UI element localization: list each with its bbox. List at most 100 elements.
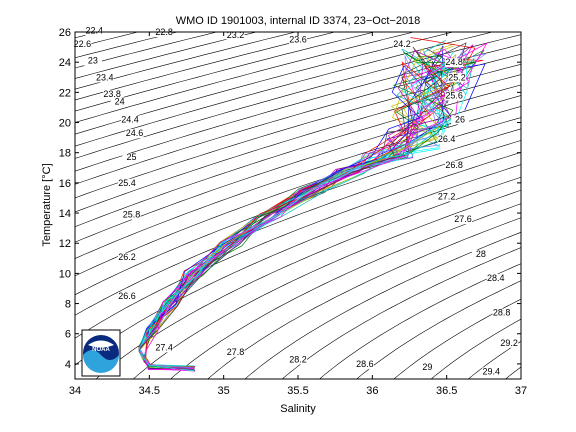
isopycnal-label: 29.4 xyxy=(483,366,501,376)
profile-line xyxy=(144,53,487,369)
y-tick-label: 4 xyxy=(65,359,71,371)
isopycnal-line xyxy=(534,17,576,387)
isopycnal-line xyxy=(75,74,521,213)
isopycnal-label: 23.2 xyxy=(227,30,245,40)
profile-line xyxy=(138,45,466,368)
isopycnal-label: 24.6 xyxy=(126,128,144,138)
y-tick-label: 18 xyxy=(59,148,71,160)
isopycnal-line xyxy=(132,189,521,379)
isopycnal-label-bg xyxy=(226,31,245,41)
profile-line xyxy=(144,48,438,372)
y-tick-label: 26 xyxy=(59,27,71,39)
isopycnal-line xyxy=(75,164,521,366)
isopycnal-label-bg xyxy=(500,338,519,348)
y-tick-label: 24 xyxy=(59,57,71,69)
isopycnal-line xyxy=(244,231,521,379)
isopycnal-label-bg xyxy=(448,73,467,83)
isopycnal-line xyxy=(75,32,376,112)
isopycnal-label-bg xyxy=(437,135,456,145)
isopycnal-label-bg xyxy=(486,273,505,283)
x-tick-label: 35 xyxy=(218,385,230,397)
y-axis: 4 6 8 10 12 14 16 18 20 22 24 26 xyxy=(59,27,521,371)
isopycnal-label-bg xyxy=(445,58,464,68)
isopycnal-label-bg xyxy=(155,28,174,38)
isopycnal-label: 29 xyxy=(422,362,432,372)
isopycnal-label-bg xyxy=(110,97,129,107)
x-tick-label: 36 xyxy=(366,385,378,397)
isopycnal-label: 26.4 xyxy=(438,134,456,144)
y-tick-label: 12 xyxy=(59,238,71,250)
isopycnal-line xyxy=(95,176,521,379)
x-axis-label: Salinity xyxy=(280,403,316,415)
isopycnal-line xyxy=(75,152,521,339)
isopycnal-label: 24.8 xyxy=(445,57,463,67)
y-tick-label: 22 xyxy=(59,87,71,99)
y-tick-label: 14 xyxy=(59,208,71,220)
isopycnal-label-bg xyxy=(121,115,140,125)
isopycnal-label-bg xyxy=(445,160,464,170)
isopycnal-line xyxy=(393,298,521,379)
x-tick-label: 36.5 xyxy=(436,385,457,397)
isopycnal-line xyxy=(75,84,521,228)
isopycnal-label: 25 xyxy=(126,152,136,162)
isopycnal-line xyxy=(207,217,521,379)
isopycnal-label-bg xyxy=(85,26,104,36)
profile-line xyxy=(138,62,447,372)
isopycnal-label: 28.2 xyxy=(289,354,307,364)
isopycnal-label-bg xyxy=(155,343,174,353)
isopycnal-label-bg xyxy=(289,35,307,45)
profile-lines xyxy=(138,37,488,372)
isopycnal-label-bg xyxy=(289,355,307,365)
isopycnal-label-bg xyxy=(83,56,102,66)
isopycnal-line xyxy=(75,32,494,147)
isopycnal-line xyxy=(430,318,521,379)
isopycnal-line xyxy=(75,32,337,101)
isopycnal-label: 27.6 xyxy=(454,214,472,224)
isopycnal-label-bg xyxy=(418,362,437,372)
y-tick-label: 8 xyxy=(65,299,71,311)
isopycnal-label-bg xyxy=(471,249,490,259)
x-tick-label: 34 xyxy=(69,385,81,397)
y-axis-label: Temperature [°C] xyxy=(41,163,53,246)
x-tick-label: 35.5 xyxy=(287,385,308,397)
isopycnal-label-bg xyxy=(103,89,122,99)
isopycnal-label: 29.2 xyxy=(500,338,518,348)
isopycnal-label: 25.4 xyxy=(118,178,136,188)
isopycnal-line xyxy=(0,17,3,387)
x-axis: 34 34.5 35 35.5 36 36.5 37 xyxy=(69,32,527,397)
profile-line xyxy=(138,64,464,372)
isopycnal-label: 28.8 xyxy=(493,308,511,318)
isopycnal-label-bg xyxy=(437,192,456,202)
isopycnal-line xyxy=(75,32,455,135)
profile-line xyxy=(138,55,443,370)
isopycnal-label-bg xyxy=(393,40,412,50)
isopycnal-label-bg xyxy=(118,252,137,262)
profile-line xyxy=(138,50,460,369)
noaa-logo: NOAA xyxy=(81,329,121,377)
isopycnal-label: 26 xyxy=(455,115,465,125)
profile-line xyxy=(143,65,452,367)
profile-line xyxy=(144,42,488,370)
isopycnal-line xyxy=(467,340,521,379)
isopycnal-line xyxy=(75,53,521,185)
isopycnal-line xyxy=(75,117,521,277)
profile-line xyxy=(138,44,474,369)
isopycnal-label-bg xyxy=(95,73,114,83)
isopycnal-label-bg xyxy=(118,178,137,188)
isopycnal-label-bg xyxy=(482,367,501,377)
isopycnal-line xyxy=(75,95,521,243)
isopycnal-label: 22.6 xyxy=(74,39,92,49)
isopycnal-line xyxy=(75,106,521,259)
isopycnal-label: 23.4 xyxy=(96,72,114,82)
isopycnal-line xyxy=(75,44,521,172)
isopycnal-label: 26.8 xyxy=(445,160,463,170)
y-tick-label: 16 xyxy=(59,178,71,190)
isopycnal-line xyxy=(319,263,521,379)
isopycnal-label: 22.4 xyxy=(86,26,104,36)
isopycnal-label: 28.6 xyxy=(356,359,374,369)
isopycnal-label: 27.2 xyxy=(438,191,456,201)
y-tick-label: 10 xyxy=(59,268,71,280)
isopycnal-label-bg xyxy=(125,129,144,139)
profile-line xyxy=(138,37,476,369)
isopycnal-label: 26.6 xyxy=(118,291,136,301)
